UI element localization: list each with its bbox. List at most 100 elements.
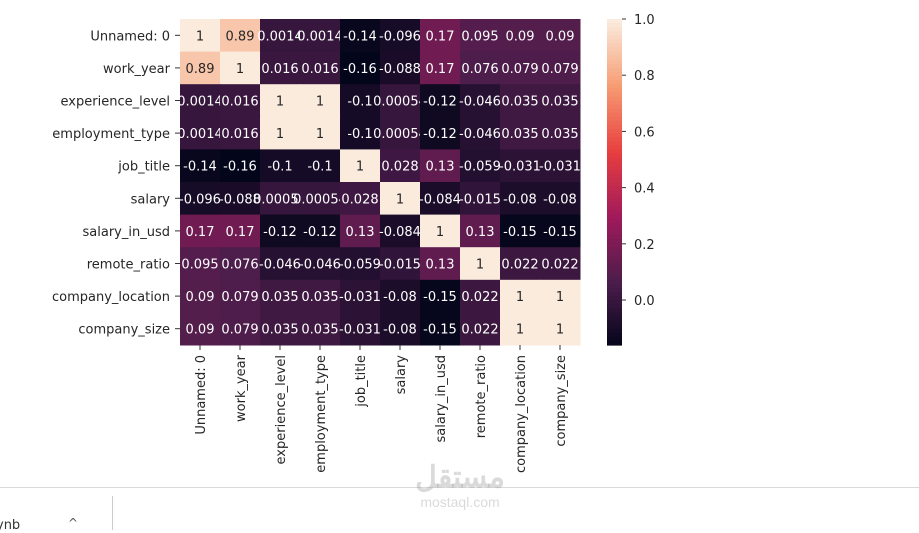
colorbar-segment bbox=[607, 157, 622, 163]
cell-annotation: -0.046 bbox=[459, 127, 501, 142]
colorbar-segment bbox=[607, 336, 622, 342]
heatmap-cell bbox=[380, 51, 421, 85]
cell-annotation: 1 bbox=[476, 258, 484, 273]
colorbar-segment bbox=[607, 19, 622, 24]
watermark-logo: مستقل bbox=[415, 461, 505, 494]
heatmap-cell bbox=[380, 116, 421, 150]
colorbar-segment bbox=[607, 300, 622, 305]
colorbar-segment bbox=[607, 27, 622, 32]
colorbar-segment bbox=[607, 129, 622, 134]
cell-annotation: 0.095 bbox=[181, 258, 218, 273]
heatmap-cell bbox=[180, 149, 221, 183]
colorbar-segment bbox=[607, 243, 622, 248]
colorbar-tick-label: 0.0 bbox=[634, 294, 655, 309]
cell-annotation: 0.13 bbox=[466, 225, 495, 240]
cell-annotation: 0.076 bbox=[461, 62, 498, 77]
colorbar-segment bbox=[607, 43, 622, 49]
colorbar-tick-label: 1.0 bbox=[634, 13, 655, 28]
colorbar-segment bbox=[607, 23, 622, 28]
heatmap-cell bbox=[500, 84, 541, 118]
colorbar-segment bbox=[607, 194, 622, 199]
heatmap-cell bbox=[260, 247, 301, 281]
heatmap-cell bbox=[380, 247, 421, 281]
cell-annotation: 1 bbox=[556, 323, 564, 338]
heatmap-cell bbox=[540, 19, 581, 53]
heatmap-cell bbox=[420, 214, 461, 248]
colorbar-segment bbox=[607, 239, 622, 244]
cell-annotation: 1 bbox=[276, 127, 284, 142]
cell-annotation: -0.1 bbox=[347, 95, 372, 110]
cell-annotation: 0.022 bbox=[501, 258, 538, 273]
heatmap-cell bbox=[340, 19, 381, 53]
colorbar-segment bbox=[607, 39, 622, 45]
cell-annotation: 1 bbox=[316, 127, 324, 142]
row-label: Unnamed: 0 bbox=[90, 29, 170, 44]
cell-annotation: 0.0014 bbox=[257, 29, 303, 44]
colorbar-segment bbox=[607, 104, 622, 110]
heatmap-cell bbox=[260, 312, 301, 346]
cell-annotation: -0.12 bbox=[423, 127, 457, 142]
colorbar-segment bbox=[607, 63, 622, 69]
cell-annotation: -0.015 bbox=[459, 192, 501, 207]
cell-annotation: 0.09 bbox=[546, 29, 575, 44]
heatmap-cell bbox=[460, 19, 501, 53]
cell-annotation: -0.1 bbox=[307, 160, 332, 175]
cell-annotation: 0.095 bbox=[461, 29, 498, 44]
heatmap-cell bbox=[340, 84, 381, 118]
colorbar-segment bbox=[607, 169, 622, 175]
row-label: company_location bbox=[52, 290, 170, 305]
colorbar-segment bbox=[607, 198, 622, 203]
colorbar-tick-label: 0.2 bbox=[634, 238, 655, 253]
cell-annotation: 0.035 bbox=[301, 323, 338, 338]
cell-annotation: 0.035 bbox=[541, 127, 578, 142]
colorbar-segment bbox=[607, 296, 622, 301]
colorbar-tick-label: 0.6 bbox=[634, 125, 655, 140]
colorbar-segment bbox=[607, 133, 622, 138]
heatmap-cell bbox=[260, 84, 301, 118]
heatmap-cell bbox=[300, 312, 341, 346]
cell-annotation: 0.016 bbox=[221, 95, 258, 110]
colorbar-tick-label: 0.4 bbox=[634, 182, 655, 197]
heatmap-cell bbox=[380, 182, 421, 216]
heatmap-cell bbox=[220, 84, 261, 118]
heatmap-cell bbox=[220, 149, 261, 183]
row-label: experience_level bbox=[61, 95, 170, 110]
cell-annotation: -0.08 bbox=[383, 290, 417, 305]
cell-annotation: -0.14 bbox=[343, 29, 377, 44]
heatmap-cell bbox=[420, 51, 461, 85]
colorbar-segment bbox=[607, 206, 622, 212]
cell-annotation: 0.035 bbox=[261, 323, 298, 338]
cell-annotation: 0.0014 bbox=[177, 127, 223, 142]
colorbar-segment bbox=[607, 165, 622, 171]
cell-annotation: -0.096 bbox=[379, 29, 421, 44]
colorbar-segment bbox=[607, 116, 622, 122]
colorbar-segment bbox=[607, 218, 622, 224]
cell-annotation: 1 bbox=[516, 323, 524, 338]
cell-annotation: -0.15 bbox=[543, 225, 577, 240]
colorbar-segment bbox=[607, 59, 622, 65]
cell-annotation: 1 bbox=[236, 62, 244, 77]
file-name[interactable]: ynb bbox=[0, 518, 21, 533]
watermark: مستقل mostaql.com bbox=[400, 461, 520, 511]
heatmap-cell bbox=[260, 116, 301, 150]
col-label: Unnamed: 0 bbox=[194, 355, 209, 435]
colorbar-segment bbox=[607, 234, 622, 240]
colorbar-segment bbox=[607, 214, 622, 220]
cell-annotation: 1 bbox=[396, 192, 404, 207]
cell-annotation: 0.016 bbox=[301, 62, 338, 77]
cell-annotation: 0.09 bbox=[506, 29, 535, 44]
heatmap-cell bbox=[460, 116, 501, 150]
cell-annotation: 0.035 bbox=[501, 95, 538, 110]
caret-up-icon[interactable]: ^ bbox=[68, 516, 79, 530]
cell-annotation: 0.13 bbox=[346, 225, 375, 240]
heatmap-cell bbox=[300, 84, 341, 118]
colorbar-segment bbox=[607, 304, 622, 309]
cell-annotation: 0.00054 bbox=[373, 127, 427, 142]
heatmap-cell bbox=[260, 149, 301, 183]
cell-annotation: 0.076 bbox=[221, 258, 258, 273]
colorbar-segment bbox=[607, 112, 622, 118]
colorbar-segment bbox=[607, 259, 622, 265]
heatmap-cell bbox=[260, 19, 301, 53]
colorbar-segment bbox=[607, 190, 622, 195]
heatmap-cell bbox=[420, 279, 461, 313]
